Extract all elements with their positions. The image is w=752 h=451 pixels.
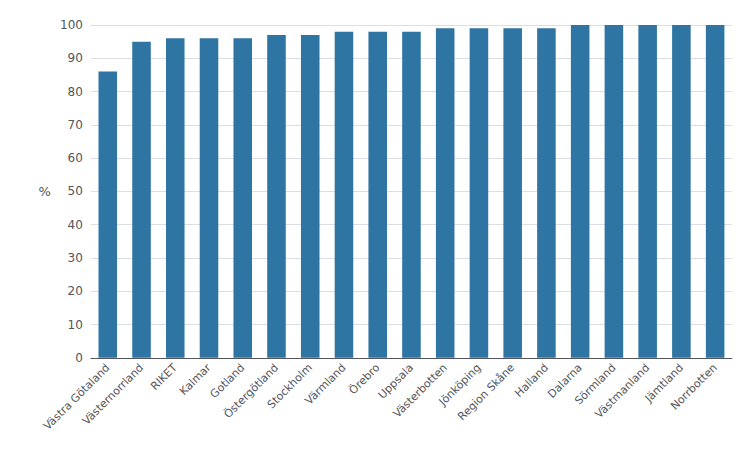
- svg-text:Norrbotten: Norrbotten: [668, 361, 720, 413]
- svg-text:10: 10: [68, 318, 83, 332]
- svg-text:40: 40: [68, 218, 83, 232]
- svg-text:0: 0: [75, 351, 83, 365]
- svg-text:50: 50: [68, 184, 83, 198]
- svg-text:Västmanland: Västmanland: [592, 361, 652, 421]
- svg-text:Gotland: Gotland: [207, 361, 248, 401]
- svg-text:Jönköping: Jönköping: [436, 361, 484, 409]
- svg-text:Kalmar: Kalmar: [177, 361, 214, 398]
- svg-text:100: 100: [60, 18, 83, 32]
- svg-text:Jämtland: Jämtland: [642, 361, 686, 405]
- svg-text:RIKET: RIKET: [148, 361, 180, 393]
- svg-text:Värmland: Värmland: [303, 361, 349, 407]
- svg-text:Sörmland: Sörmland: [572, 361, 619, 408]
- svg-text:Halland: Halland: [512, 361, 551, 400]
- svg-text:Örebro: Örebro: [346, 361, 383, 397]
- svg-text:%: %: [39, 184, 51, 199]
- svg-text:Region Skåne: Region Skåne: [455, 361, 517, 423]
- svg-text:Västernorrland: Västernorrland: [80, 361, 146, 427]
- svg-text:Stockholm: Stockholm: [264, 361, 315, 412]
- svg-text:Dalarna: Dalarna: [545, 361, 585, 401]
- svg-text:30: 30: [68, 251, 83, 265]
- svg-text:80: 80: [68, 85, 83, 99]
- svg-text:Västra Götaland: Västra Götaland: [40, 361, 113, 433]
- svg-text:Uppsala: Uppsala: [375, 361, 416, 402]
- svg-text:70: 70: [68, 118, 83, 132]
- svg-text:Västerbotten: Västerbotten: [391, 361, 450, 420]
- svg-text:Östergötland: Östergötland: [221, 361, 281, 421]
- svg-text:60: 60: [68, 151, 83, 165]
- svg-text:20: 20: [68, 284, 83, 298]
- svg-text:90: 90: [68, 51, 83, 65]
